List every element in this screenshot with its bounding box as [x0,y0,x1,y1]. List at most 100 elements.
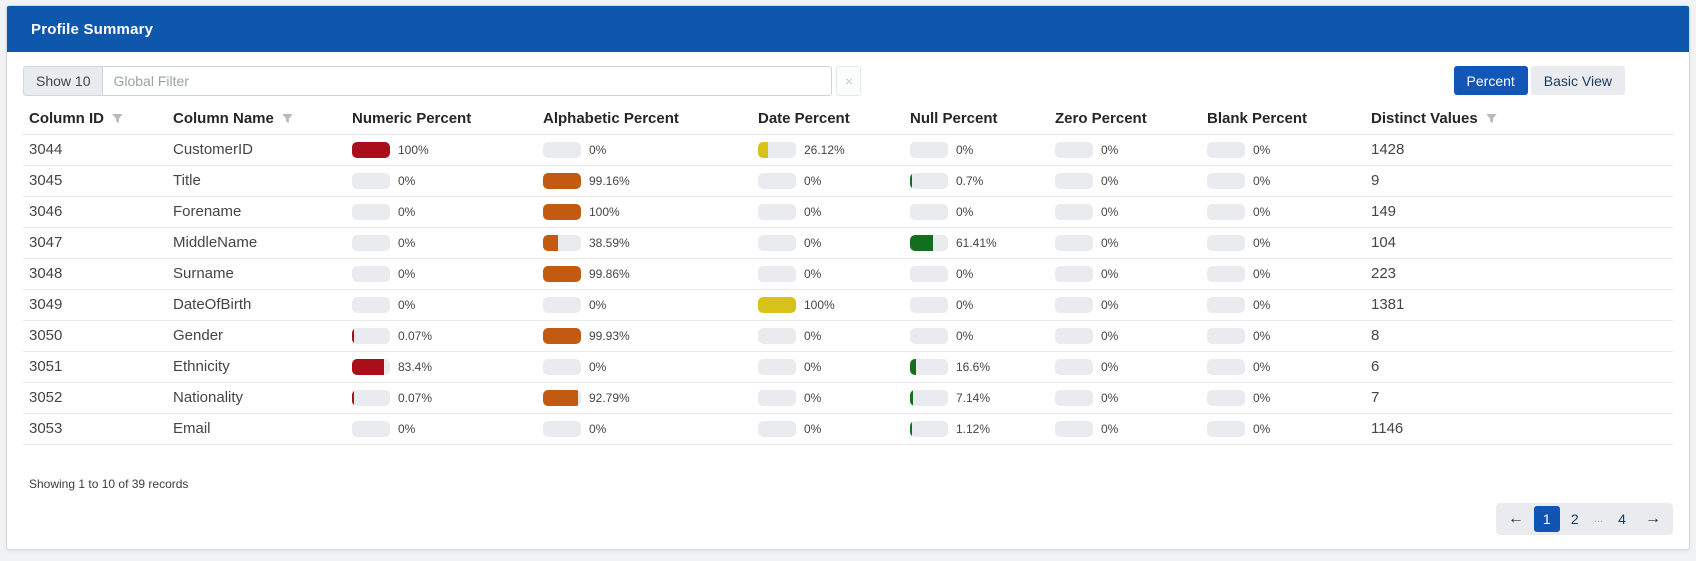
alphabetic-percent-cell: 38.59% [537,227,752,259]
null-percent-cell: 7.14% [904,382,1049,414]
basic-view-view-button[interactable]: Basic View [1530,66,1625,95]
global-filter-group: Show 10 × [23,66,862,96]
alphabetic-percent-cell: 0% [537,289,752,321]
percent-label: 0% [1253,297,1271,312]
zero-percent-cell: 0% [1049,134,1201,166]
percent-label: 61.41% [956,235,997,250]
null-percent-cell: 0% [904,289,1049,321]
numeric-percent-cell: 100% [346,134,537,166]
column-header-column-name[interactable]: Column Name [167,104,346,135]
blank-percent-cell: 0% [1201,196,1365,228]
null-percent-bar [910,389,948,406]
percent-label: 0% [956,142,974,157]
alphabetic-percent-cell: 0% [537,413,752,445]
blank-percent-bar [1207,234,1245,251]
distinct-values-cell: 104 [1365,227,1673,259]
column-header-null-percent: Null Percent [904,104,1049,135]
page-button-2[interactable]: 2 [1562,506,1588,532]
percent-label: 0% [398,421,416,436]
table-row: 3053 Email 0% 0% 0% 1.12% 0% 0% 1146 [23,413,1673,445]
alphabetic-percent-bar [543,234,581,251]
filter-icon[interactable] [281,112,294,125]
table-body: 3044 CustomerID 100% 0% 26.12% 0% 0% 0% 1428 3045… [23,134,1673,445]
column-header-label: Zero Percent [1055,110,1147,128]
null-percent-cell: 0% [904,196,1049,228]
page-button-4[interactable]: 4 [1609,506,1635,532]
column-name-cell: Email [167,413,346,445]
column-id-cell: 3049 [23,289,167,321]
next-page-button[interactable]: → [1637,506,1669,532]
blank-percent-bar [1207,203,1245,220]
percent-label: 99.93% [589,328,630,343]
page-button-1[interactable]: 1 [1533,505,1560,532]
alphabetic-percent-bar [543,172,581,189]
blank-percent-cell: 0% [1201,351,1365,383]
numeric-percent-cell: 0.07% [346,320,537,352]
table-row: 3052 Nationality 0.07% 92.79% 0% 7.14% 0% 0% 7 [23,382,1673,414]
column-header-column-id[interactable]: Column ID [23,104,167,135]
table-row: 3046 Forename 0% 100% 0% 0% 0% 0% 149 [23,196,1673,228]
blank-percent-cell: 0% [1201,289,1365,321]
null-percent-bar [910,141,948,158]
show-page-size-button[interactable]: Show 10 [23,66,103,96]
alphabetic-percent-bar [543,420,581,437]
distinct-values-cell: 149 [1365,196,1673,228]
alphabetic-percent-cell: 0% [537,134,752,166]
date-percent-bar [758,172,796,189]
filter-icon[interactable] [1485,112,1498,125]
column-name-cell: Nationality [167,382,346,414]
column-id-cell: 3052 [23,382,167,414]
column-header-distinct-values[interactable]: Distinct Values [1365,104,1673,135]
table-row: 3049 DateOfBirth 0% 0% 100% 0% 0% 0% 1381 [23,289,1673,321]
blank-percent-bar [1207,327,1245,344]
prev-page-button[interactable]: ← [1500,506,1532,532]
percent-label: 92.79% [589,390,630,405]
alphabetic-percent-cell: 100% [537,196,752,228]
numeric-percent-bar [352,420,390,437]
percent-label: 0% [1253,173,1271,188]
date-percent-cell: 0% [752,382,904,414]
clear-filter-button[interactable]: × [836,66,862,96]
column-id-cell: 3045 [23,165,167,197]
percent-label: 0% [1101,297,1119,312]
percent-label: 0% [804,390,822,405]
table-row: 3047 MiddleName 0% 38.59% 0% 61.41% 0% 0% 104 [23,227,1673,259]
column-name-cell: Gender [167,320,346,352]
column-header-alphabetic-percent: Alphabetic Percent [537,104,752,135]
percent-label: 1.12% [956,421,991,436]
column-name-cell: Surname [167,258,346,290]
filter-icon[interactable] [111,112,124,125]
global-filter-input[interactable] [102,66,833,96]
percent-label: 0% [804,421,822,436]
percent-label: 0% [589,142,607,157]
percent-label: 0% [398,266,416,281]
panel-header: Profile Summary [7,6,1689,52]
percent-label: 0% [1101,328,1119,343]
alphabetic-percent-bar [543,389,581,406]
view-toggle: Percent Basic View [1453,66,1625,95]
blank-percent-bar [1207,172,1245,189]
zero-percent-bar [1055,327,1093,344]
null-percent-bar [910,358,948,375]
null-percent-cell: 0% [904,320,1049,352]
alphabetic-percent-bar [543,265,581,282]
column-header-label: Numeric Percent [352,110,472,128]
column-header-label: Date Percent [758,110,850,128]
zero-percent-bar [1055,296,1093,313]
alphabetic-percent-bar [543,141,581,158]
column-header-label: Column ID [29,110,104,128]
percent-label: 7.14% [956,390,991,405]
zero-percent-bar [1055,420,1093,437]
date-percent-bar [758,265,796,282]
null-percent-bar [910,265,948,282]
pagination: ← 1 2... 4 → [1495,502,1673,535]
column-name-cell: CustomerID [167,134,346,166]
null-percent-bar [910,172,948,189]
numeric-percent-cell: 83.4% [346,351,537,383]
percent-label: 100% [804,297,835,312]
zero-percent-cell: 0% [1049,351,1201,383]
percent-label: 0% [1101,204,1119,219]
percent-view-button[interactable]: Percent [1453,66,1528,95]
numeric-percent-bar [352,358,390,375]
